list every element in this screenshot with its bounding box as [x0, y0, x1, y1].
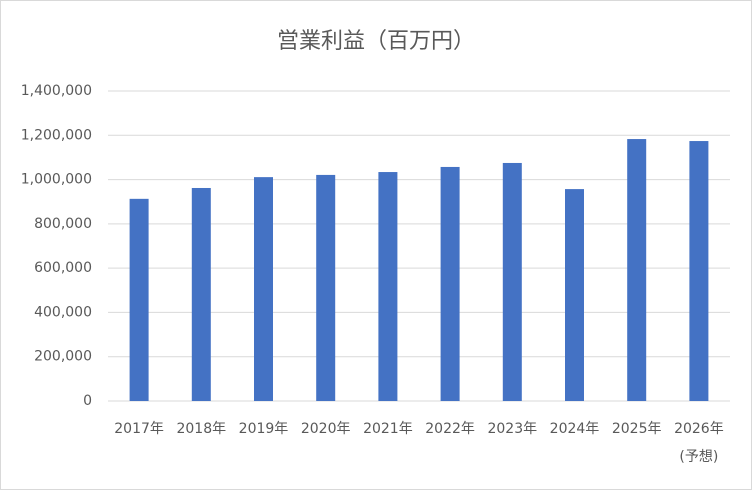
y-tick-label: 1,200,000	[21, 127, 92, 143]
y-tick-label: 800,000	[34, 216, 92, 232]
x-tick-label: 2024年	[549, 421, 600, 437]
y-tick-label: 200,000	[34, 349, 92, 365]
y-tick-label: 1,000,000	[21, 172, 92, 188]
x-tick-label: 2019年	[238, 421, 289, 437]
y-tick-label: 400,000	[34, 304, 92, 320]
x-tick-label: 2022年	[425, 421, 475, 437]
x-tick-label: 2025年	[611, 421, 662, 437]
bar	[627, 139, 647, 402]
x-tick-label: 2021年	[363, 421, 413, 437]
x-tick-label: 2020年	[300, 421, 351, 437]
x-tick-label: 2017年	[114, 421, 164, 437]
bar	[689, 141, 709, 402]
bar	[191, 187, 211, 401]
bar	[440, 166, 460, 401]
bar	[254, 177, 273, 401]
x-tick-label: 2018年	[176, 421, 227, 437]
x-tick-label: 2026年 (予想)	[674, 421, 724, 465]
y-tick-label: 0	[83, 393, 92, 409]
x-tick-label: 2023年	[487, 421, 538, 437]
bar	[129, 198, 149, 401]
y-tick-label: 1,400,000	[21, 83, 92, 99]
bar	[565, 189, 584, 401]
y-tick-label: 600,000	[34, 260, 92, 276]
bar	[502, 162, 522, 401]
chart-title: 営業利益（百万円）	[277, 29, 475, 54]
bar	[378, 172, 398, 401]
bar	[316, 174, 336, 401]
